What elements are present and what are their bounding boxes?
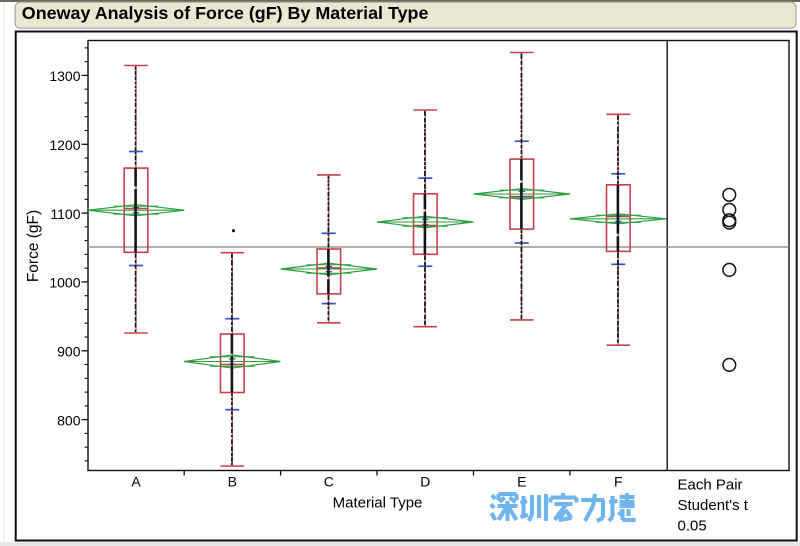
svg-text:1000: 1000 [49,275,80,291]
svg-text:A: A [131,474,141,490]
svg-text:1200: 1200 [49,137,80,153]
svg-text:1300: 1300 [49,68,80,84]
svg-text:Force (gF): Force (gF) [25,210,42,282]
svg-text:1100: 1100 [50,206,80,222]
svg-text:900: 900 [57,344,81,360]
svg-text:800: 800 [57,412,81,428]
svg-text:E: E [517,474,526,490]
svg-text:F: F [614,474,623,490]
svg-text:D: D [420,474,430,490]
svg-text:Material Type: Material Type [333,495,423,512]
svg-text:C: C [324,474,334,490]
svg-text:B: B [228,474,237,490]
svg-text:Each Pair: Each Pair [678,477,743,494]
svg-text:Oneway Analysis of Force (gF): Oneway Analysis of Force (gF) By Materia… [22,3,429,23]
svg-text:0.05: 0.05 [678,518,707,535]
svg-text:Student's t: Student's t [678,497,749,514]
